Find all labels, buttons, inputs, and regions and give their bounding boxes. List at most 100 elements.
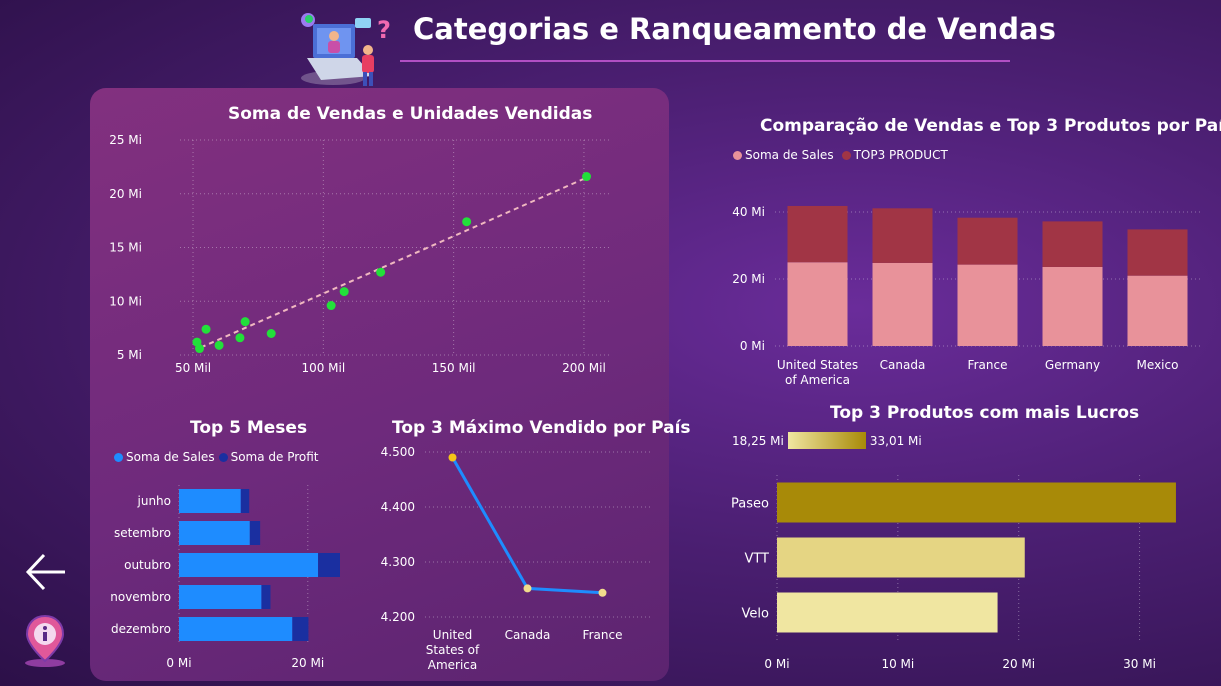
scatter-chart: 5 Mi 10 Mi 15 Mi 20 Mi 25 Mi 50 Mil 100 Mil 150…: [109, 133, 610, 375]
scatter-x-tick: 100 Mil: [301, 361, 345, 375]
months-chart-legend: Soma de Sales Soma de Profit: [114, 450, 319, 464]
legend-month-profit-label: Soma de Profit: [230, 450, 319, 464]
months-chart-title: Top 5 Meses: [190, 418, 308, 438]
line-x-tick: America: [428, 658, 478, 672]
months-bar-profit: [261, 585, 271, 609]
scatter-point: [376, 267, 386, 277]
legend-month-profit-swatch: [218, 452, 228, 462]
months-bar-sales: [179, 489, 241, 513]
months-bar-profit: [240, 489, 250, 513]
months-x-tick: 20 Mi: [291, 656, 324, 670]
info-pin-icon: [25, 614, 65, 667]
stacked-y-tick: 40 Mi: [732, 205, 765, 219]
scatter-chart-title: Soma de Vendas e Unidades Vendidas: [228, 104, 593, 124]
scatter-point: [339, 287, 349, 297]
months-y-tick: outubro: [124, 558, 171, 572]
profit-x-tick: 10 Mi: [881, 657, 914, 671]
profit-bar: [777, 592, 998, 633]
page-title: Categorias e Ranqueamento de Vendas: [413, 12, 1056, 46]
arrow-left-icon: [25, 553, 65, 591]
legend-sales-swatch: [733, 150, 742, 160]
scatter-y-tick: 15 Mi: [109, 241, 142, 255]
profit-bar: [777, 482, 1176, 523]
back-button[interactable]: [22, 550, 70, 594]
scatter-point: [195, 344, 205, 354]
stacked-y-tick: 0 Mi: [740, 339, 765, 353]
stacked-x-tick: Mexico: [1137, 358, 1179, 372]
stacked-y-tick: 20 Mi: [732, 272, 765, 286]
months-bar-profit: [318, 553, 340, 577]
profit-x-tick: 30 Mi: [1123, 657, 1156, 671]
scatter-trendline: [200, 176, 587, 349]
profit-x-tick: 20 Mi: [1002, 657, 1035, 671]
profit-y-tick: Paseo: [731, 497, 769, 512]
stacked-chart-legend: Soma de Sales TOP3 PRODUCT: [733, 148, 948, 162]
stacked-bar-top3: [872, 208, 933, 263]
stacked-x-tick: Germany: [1045, 358, 1100, 372]
months-bar-sales: [179, 585, 262, 609]
profit-chart-legend: 18,25 Mi 33,01 Mi: [732, 432, 922, 449]
scatter-point: [326, 301, 336, 311]
months-bar-profit: [292, 617, 309, 641]
stacked-bar-top3: [1042, 221, 1103, 267]
scatter-point: [462, 217, 472, 227]
legend-sales-label: Soma de Sales: [745, 148, 834, 162]
scatter-y-tick: 20 Mi: [109, 187, 142, 201]
stacked-bar-top3: [1127, 229, 1188, 276]
scatter-point: [266, 329, 276, 338]
line-y-tick: 4.200: [381, 610, 415, 624]
months-bar-sales: [179, 553, 319, 577]
stacked-x-tick: of America: [785, 373, 850, 387]
stacked-bar-sales: [787, 262, 848, 346]
profit-x-tick: 0 Mi: [764, 657, 789, 671]
line-chart-title: Top 3 Máximo Vendido por País: [392, 418, 691, 438]
header-illustration: ?: [295, 6, 400, 90]
months-y-tick: setembro: [114, 526, 171, 540]
line-point: [598, 588, 607, 597]
scatter-point: [235, 333, 245, 343]
scatter-x-tick: 50 Mil: [175, 361, 211, 375]
stacked-x-tick: Canada: [880, 358, 926, 372]
scatter-y-tick: 10 Mi: [109, 294, 142, 308]
months-bar-sales: [179, 617, 293, 641]
stacked-bar-sales: [957, 264, 1018, 346]
stacked-bar-top3: [957, 217, 1018, 265]
info-button[interactable]: [22, 613, 68, 669]
scatter-point: [214, 340, 224, 350]
months-bar-profit: [249, 521, 261, 545]
stacked-bar-sales: [1127, 275, 1188, 346]
profit-y-tick: Velo: [742, 607, 769, 622]
months-bar-sales: [179, 521, 250, 545]
legend-min-label: 18,25 Mi: [732, 433, 784, 448]
scatter-x-tick: 200 Mil: [562, 361, 606, 375]
legend-gradient-swatch: [787, 432, 866, 449]
profit-chart: 0 Mi 10 Mi 20 Mi 30 Mi Paseo VTT Velo: [731, 475, 1176, 671]
legend-top3-swatch: [841, 150, 851, 160]
line-point: [523, 584, 532, 593]
profit-bar: [777, 537, 1025, 578]
scatter-y-tick: 25 Mi: [109, 133, 142, 147]
months-y-tick: dezembro: [111, 622, 171, 636]
svg-text:?: ?: [377, 16, 391, 44]
line-y-tick: 4.400: [381, 500, 415, 514]
scatter-point: [582, 172, 592, 182]
legend-month-sales-label: Soma de Sales: [126, 450, 215, 464]
line-x-tick: France: [583, 628, 623, 642]
months-y-tick: junho: [137, 494, 172, 508]
stacked-x-tick: United States: [777, 358, 858, 372]
scatter-x-tick: 150 Mil: [432, 361, 476, 375]
legend-month-sales-swatch: [114, 452, 123, 462]
legend-top3-label: TOP3 PRODUCT: [853, 148, 948, 162]
stacked-chart-title: Comparação de Vendas e Top 3 Produtos po…: [760, 116, 1221, 136]
line-x-tick: States of: [426, 643, 480, 657]
profit-chart-title: Top 3 Produtos com mais Lucros: [830, 403, 1140, 423]
line-y-tick: 4.300: [381, 555, 415, 569]
scatter-y-tick: 5 Mi: [117, 348, 142, 362]
months-x-tick: 0 Mi: [166, 656, 191, 670]
months-y-tick: novembro: [110, 590, 171, 604]
title-underline: [400, 60, 1010, 62]
scatter-point: [201, 324, 211, 334]
line-x-tick: United: [433, 628, 472, 642]
